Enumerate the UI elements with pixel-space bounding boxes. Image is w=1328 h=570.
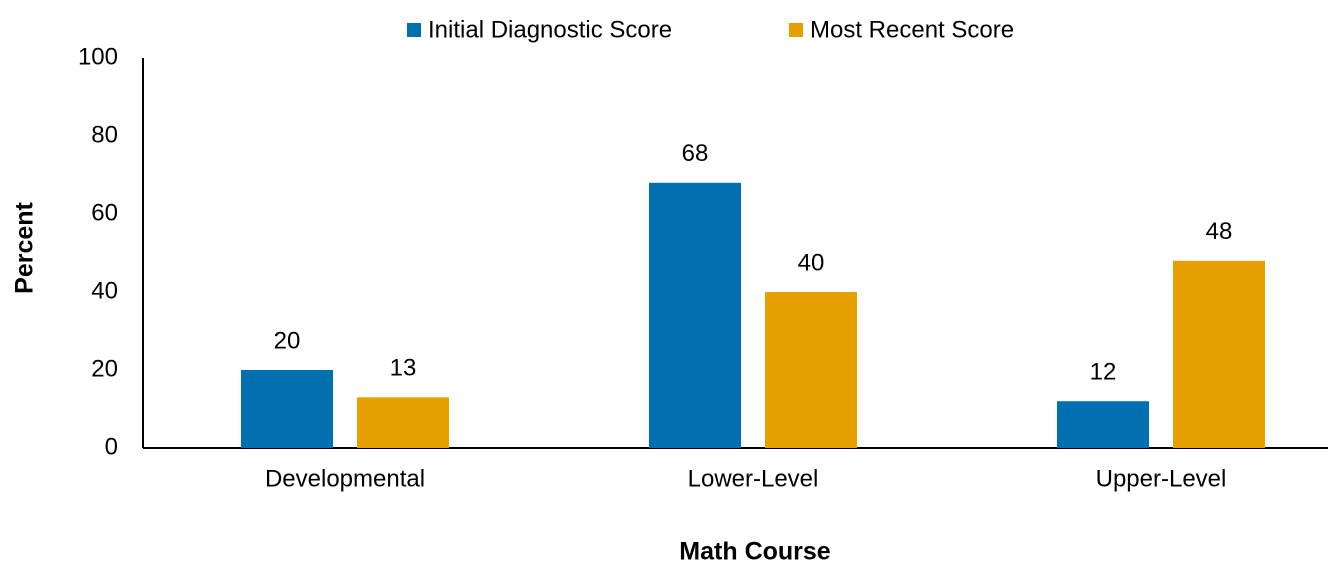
bar bbox=[1057, 401, 1149, 448]
data-label: 20 bbox=[274, 327, 301, 354]
legend-label: Most Recent Score bbox=[810, 16, 1014, 43]
y-tick-label: 80 bbox=[91, 121, 118, 148]
y-tick-label: 20 bbox=[91, 355, 118, 382]
data-label: 12 bbox=[1090, 359, 1117, 386]
y-tick-label: 100 bbox=[78, 43, 118, 70]
bar bbox=[649, 182, 741, 449]
x-tick-label: Developmental bbox=[265, 465, 425, 492]
x-axis-title: Math Course bbox=[679, 538, 831, 565]
y-axis-title: Percent bbox=[11, 201, 39, 293]
y-tick-label: 0 bbox=[105, 433, 118, 460]
bar bbox=[1173, 260, 1265, 448]
x-tick-label: Upper-Level bbox=[1096, 465, 1227, 492]
bar bbox=[765, 292, 857, 448]
legend-swatch bbox=[407, 23, 421, 37]
data-label: 48 bbox=[1206, 218, 1233, 245]
bar bbox=[241, 370, 333, 448]
x-tick-label: Lower-Level bbox=[688, 465, 819, 492]
data-label: 68 bbox=[682, 140, 709, 167]
y-tick-label: 40 bbox=[91, 277, 118, 304]
data-label: 40 bbox=[798, 249, 825, 276]
y-tick-label: 60 bbox=[91, 199, 118, 226]
data-label: 13 bbox=[390, 355, 417, 382]
legend-label: Initial Diagnostic Score bbox=[428, 16, 672, 43]
bar bbox=[357, 397, 449, 448]
legend-swatch bbox=[789, 23, 803, 37]
